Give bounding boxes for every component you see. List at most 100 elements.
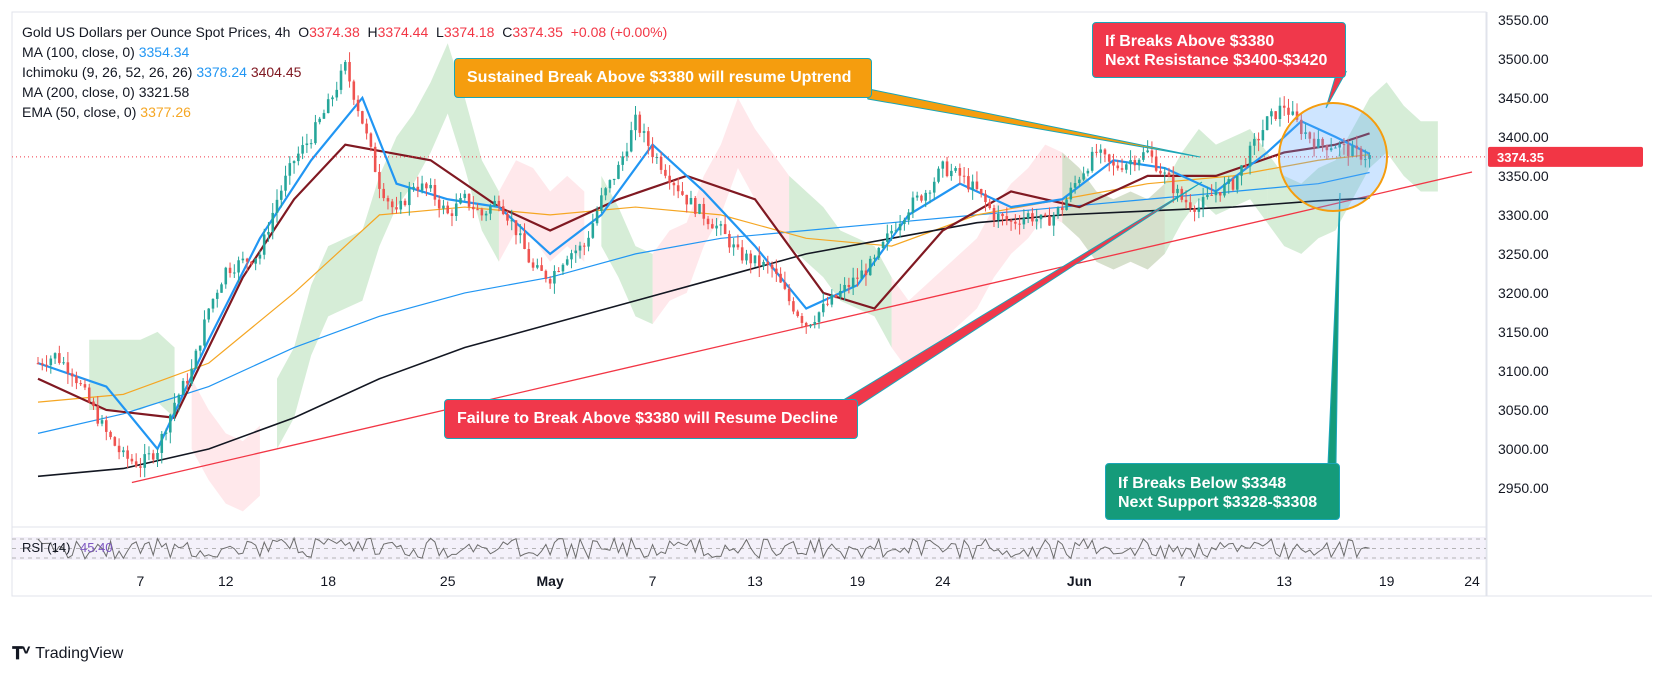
candle-body (792, 301, 795, 312)
legend-ma200[interactable]: MA (200, close, 0) 3321.58 (22, 82, 667, 102)
candle-body (480, 209, 484, 216)
cloud-segment (1062, 129, 1268, 270)
support-pointer (1327, 192, 1341, 465)
candle-body (139, 466, 142, 468)
candle-body (830, 294, 834, 305)
candle-body (531, 262, 535, 268)
candle-body (676, 185, 680, 192)
candle-body (484, 213, 488, 216)
candle-body (1364, 159, 1367, 161)
candle-body (1346, 144, 1350, 157)
candle-body (1253, 138, 1256, 146)
candle-body (147, 453, 151, 455)
callout-resistance-line2: Next Resistance $3400-$3420 (1105, 52, 1328, 69)
callout-uptrend[interactable]: Sustained Break Above $3380 will resume … (454, 58, 872, 98)
callout-decline[interactable]: Failure to Break Above $3380 will Resume… (444, 399, 858, 439)
candle-body (510, 220, 514, 222)
candle-body (1137, 159, 1141, 166)
cloud-segment (191, 378, 260, 512)
candle-body (804, 322, 808, 327)
ichimoku-tenkan-value: 3378.24 (196, 64, 247, 80)
cloud-segment (891, 207, 994, 371)
candle-body (1193, 208, 1196, 212)
candle-body (544, 270, 548, 279)
candle-body (1206, 194, 1209, 198)
candle-body (279, 190, 283, 200)
candle-body (450, 213, 454, 217)
candle-body (890, 230, 893, 234)
ema50-label: EMA (50, close, 0) (22, 104, 137, 120)
rsi-panel[interactable] (12, 536, 1486, 561)
candle-body (1312, 138, 1316, 148)
candle-body (732, 244, 735, 248)
candle-body (459, 198, 462, 204)
candle-body (365, 123, 368, 134)
candle-body (629, 130, 633, 152)
focus-circle[interactable] (1278, 102, 1388, 212)
candle-body (194, 350, 198, 369)
candle-body (553, 270, 556, 284)
y-tick-label: 3500.00 (1498, 51, 1549, 67)
tenkan-line (37, 95, 1371, 452)
candle-body (548, 278, 552, 284)
candle-body (1270, 111, 1273, 117)
candle-body (932, 181, 936, 193)
callout-resistance-line1: If Breaks Above $3380 (1105, 33, 1275, 50)
legend-ichimoku[interactable]: Ichimoku (9, 26, 52, 26, 26) 3378.24 340… (22, 62, 667, 82)
candle-body (386, 198, 390, 202)
candle-body (600, 195, 603, 212)
candle-body (928, 192, 932, 194)
legend-ma100[interactable]: MA (100, close, 0) 3354.34 (22, 42, 667, 62)
callout-support[interactable]: If Breaks Below $3348 Next Support $3328… (1105, 463, 1340, 520)
candle-body (911, 197, 915, 213)
candle-body (924, 192, 927, 201)
candle-body (109, 431, 112, 438)
legend-high: 3374.44 (377, 24, 429, 40)
candle-body (262, 234, 266, 255)
callout-pointers (839, 70, 1348, 465)
candle-body (920, 195, 923, 201)
candle-body (728, 234, 731, 248)
candle-body (971, 181, 974, 190)
candle-body (651, 145, 654, 158)
candle-body (693, 197, 697, 214)
candle-body (497, 200, 501, 207)
legend-ema50[interactable]: EMA (50, close, 0) 3377.26 (22, 102, 667, 122)
price-axis[interactable]: 3550.00 3500.00 3450.00 3400.00 3350.00 3300.… (1498, 12, 1549, 496)
candle-body (1022, 218, 1026, 225)
candle-body (79, 383, 82, 385)
candle-body (207, 308, 210, 320)
candle-body (839, 290, 842, 298)
y-tick-label: 3350.00 (1498, 168, 1549, 184)
candle-body (186, 380, 189, 384)
candle-body (1342, 144, 1346, 146)
candle-body (702, 203, 706, 219)
candle-body (809, 324, 812, 327)
tradingview-brand[interactable]: 𝐓ⱽ TradingView (12, 644, 123, 664)
ichimoku-label: Ichimoku (9, 26, 52, 26, 26) (22, 64, 193, 80)
current-price-label (1488, 146, 1643, 167)
candle-body (647, 131, 650, 146)
x-tick-label: May (537, 573, 564, 589)
candle-body (369, 133, 373, 147)
candle-body (881, 241, 885, 249)
candle-body (779, 273, 782, 283)
x-tick-label: 19 (850, 573, 866, 589)
candle-body (719, 224, 723, 226)
candle-body (638, 114, 642, 133)
callout-resistance[interactable]: If Breaks Above $3380 Next Resistance $3… (1092, 22, 1346, 78)
chart-grid (11, 11, 1652, 597)
candle-body (1278, 105, 1282, 119)
candle-body (356, 99, 360, 112)
candle-body (557, 270, 560, 272)
time-axis[interactable]: 7 12 18 25 May 7 13 19 24 Jun 7 13 19 24 (137, 573, 1480, 589)
candle-body (83, 384, 87, 388)
candle-body (1026, 213, 1030, 219)
candle-body (1014, 221, 1017, 224)
candle-body (472, 206, 475, 210)
y-tick-label: 3400.00 (1498, 129, 1549, 145)
candle-body (1304, 132, 1307, 135)
candle-body (288, 163, 292, 176)
candle-body (169, 414, 172, 433)
